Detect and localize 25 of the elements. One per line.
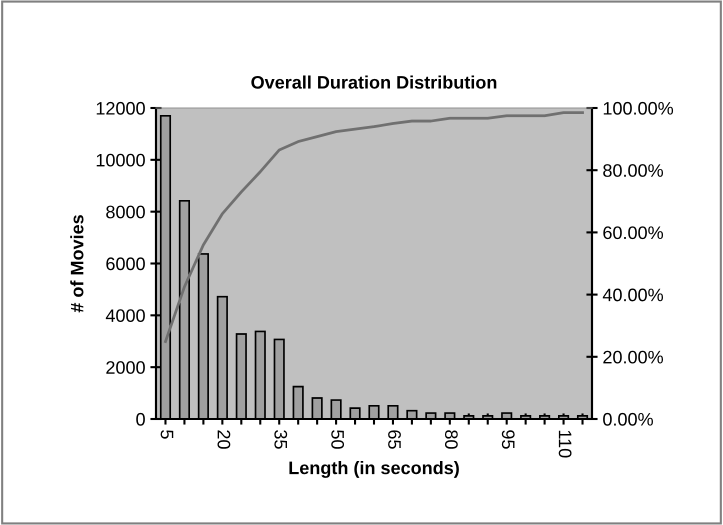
x-tick-label: 65 xyxy=(388,430,401,449)
y2-tick-label: 100.00% xyxy=(604,102,674,115)
x-tick-label: 35 xyxy=(274,430,288,449)
y2-tick-label: 80.00% xyxy=(603,164,664,177)
y-axis-title: # of Movies xyxy=(70,215,84,312)
y2-tick-label: 20.00% xyxy=(603,350,664,364)
x-tick-label: 20 xyxy=(218,430,230,449)
y-tick-label: 6000 xyxy=(106,257,145,270)
x-tick-label: 5 xyxy=(160,430,174,439)
y-tick-label: 10000 xyxy=(96,154,145,167)
y-tick-label: 12000 xyxy=(96,102,145,115)
x-tick-label: 80 xyxy=(444,430,458,449)
x-tick-label: 50 xyxy=(331,430,344,449)
y-tick-label: 8000 xyxy=(106,206,145,218)
y-tick-label: 0 xyxy=(136,412,145,426)
line-series xyxy=(164,111,584,343)
x-tick-label: 95 xyxy=(502,430,515,449)
y2-tick-label: 0.00% xyxy=(603,412,653,426)
y-tick-label: 4000 xyxy=(106,309,145,322)
y2-tick-label: 40.00% xyxy=(602,288,664,302)
x-axis-title: Length (in seconds) xyxy=(289,460,459,478)
y2-tick-label: 60.00% xyxy=(603,226,664,240)
chart-title: Overall Duration Distribution xyxy=(251,75,496,89)
y-tick-label: 2000 xyxy=(106,361,145,374)
x-tick-label: 110 xyxy=(558,430,572,458)
